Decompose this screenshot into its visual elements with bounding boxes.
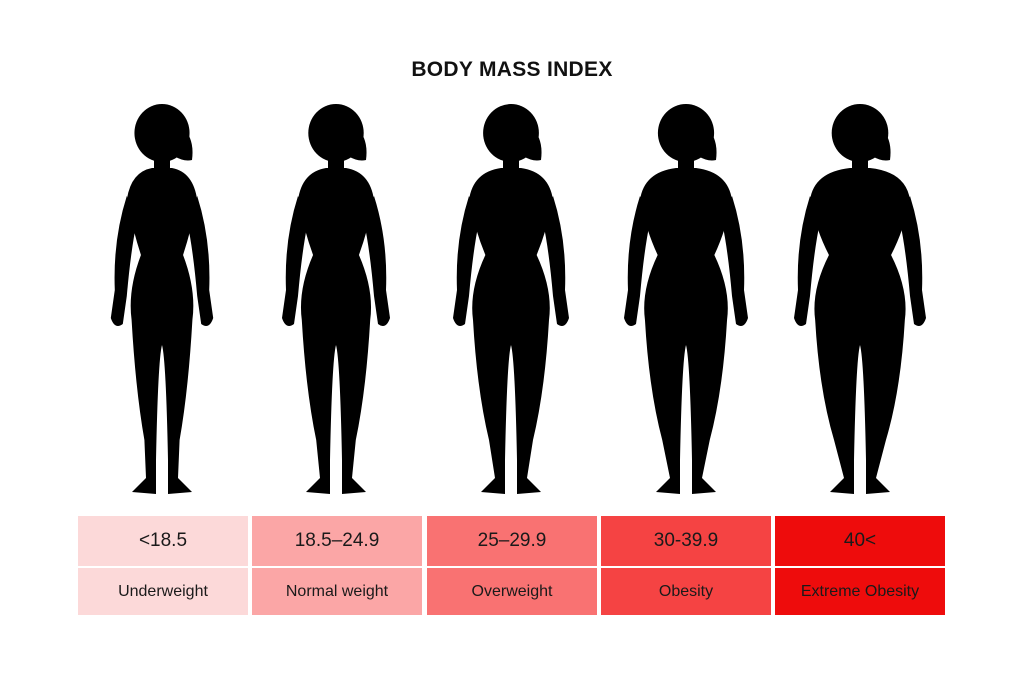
figure-silhouette: [453, 104, 569, 494]
page-title: BODY MASS INDEX: [411, 58, 613, 81]
bmi-range-cell: 30-39.9: [601, 516, 771, 566]
bmi-category-label: Overweight: [427, 568, 597, 615]
bmi-range-cell: 25–29.9: [427, 516, 597, 566]
bmi-range-cell: 18.5–24.9: [252, 516, 422, 566]
bmi-range-cell: 40<: [775, 516, 945, 566]
figure-silhouette: [110, 104, 214, 494]
bmi-range-cell: <18.5: [78, 516, 248, 566]
bmi-category-label: Underweight: [78, 568, 248, 615]
figure-silhouette: [794, 104, 926, 494]
bmi-category-label: Extreme Obesity: [775, 568, 945, 615]
bmi-category-label: Normal weight: [252, 568, 422, 615]
figure-silhouette: [624, 104, 748, 494]
bmi-category-label: Obesity: [601, 568, 771, 615]
figure-silhouette: [282, 104, 390, 494]
